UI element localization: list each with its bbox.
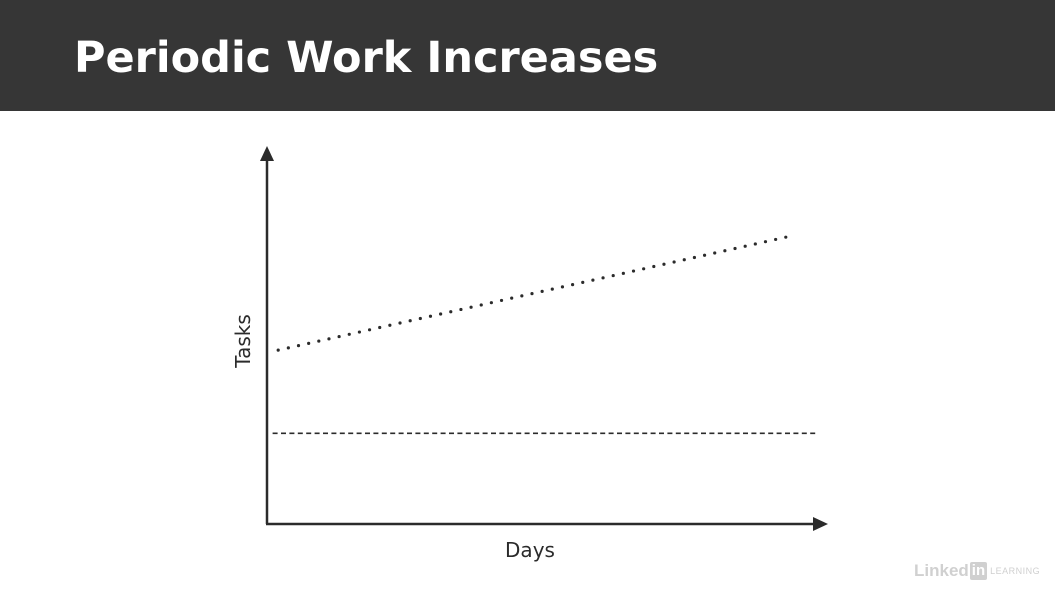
dotted-series-line bbox=[276, 235, 790, 352]
page-title: Periodic Work Increases bbox=[74, 33, 659, 83]
linkedin-learning-logo: Linked in LEARNING bbox=[914, 560, 1040, 582]
logo-learning-text: LEARNING bbox=[990, 566, 1041, 576]
y-axis-arrowhead bbox=[260, 146, 274, 161]
series-group bbox=[272, 235, 816, 435]
title-bar: Periodic Work Increases bbox=[0, 0, 1055, 111]
x-axis-arrowhead bbox=[813, 517, 828, 531]
y-axis-label: Tasks bbox=[231, 314, 255, 369]
logo-linked-text: Linked bbox=[914, 561, 969, 580]
x-axis-label: Days bbox=[505, 538, 555, 562]
logo-in-badge: in bbox=[969, 562, 988, 580]
axes bbox=[260, 146, 828, 531]
